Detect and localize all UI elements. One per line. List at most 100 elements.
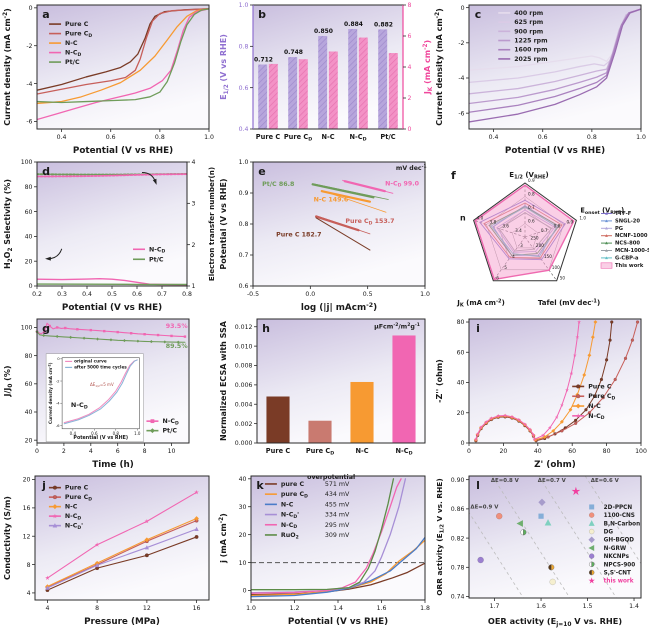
- svg-text:Pure CD: Pure CD: [284, 133, 312, 142]
- svg-text:0.8: 0.8: [528, 192, 535, 197]
- svg-text:3.6: 3.6: [502, 224, 509, 229]
- svg-text:80: 80: [25, 184, 33, 191]
- panel-d-chart: 0.2 0.3 0.4 0.5 0.6 0.7 0.8 0 20 40 60 80 100 1 2 3 4 Pot…: [1, 157, 217, 314]
- svg-text:N-CD: N-CD: [162, 418, 179, 426]
- svg-text:40: 40: [239, 476, 247, 483]
- svg-text:pure C: pure C: [281, 481, 305, 488]
- svg-text:0.6: 0.6: [239, 85, 249, 92]
- svg-text:N-CD: N-CD: [65, 50, 82, 58]
- svg-text:0.5: 0.5: [363, 291, 373, 298]
- svg-text:0.4: 0.4: [70, 431, 77, 436]
- svg-text:DG: DG: [604, 530, 614, 536]
- svg-text:1225 rpm: 1225 rpm: [514, 38, 547, 45]
- svg-text:0.008: 0.008: [235, 363, 253, 370]
- svg-text:4: 4: [408, 64, 412, 71]
- svg-text:JK (mA cm-2): JK (mA cm-2): [456, 299, 505, 309]
- svg-text:SNGL-20: SNGL-20: [615, 218, 640, 224]
- svg-text:0.9: 0.9: [239, 190, 249, 197]
- svg-text:250: 250: [531, 235, 539, 240]
- svg-text:after 5000 time cycles: after 5000 time cycles: [74, 365, 127, 370]
- panel-f-chart: 0.9 0.8 0.7 0.6 1.0 0.9 0.8 0.7 50 100 150 200 250 6 5…: [433, 157, 649, 314]
- svg-text:Pt/C: Pt/C: [65, 59, 80, 66]
- svg-text:ΔE=0.7 V: ΔE=0.7 V: [538, 478, 567, 484]
- svg-text:JK (mA cm-2): JK (mA cm-2): [423, 40, 433, 95]
- svg-text:40: 40: [25, 234, 33, 241]
- svg-text:0.8: 0.8: [182, 291, 192, 298]
- svg-text:Potential (V vs RHE): Potential (V vs RHE): [62, 303, 162, 313]
- svg-text:0: 0: [467, 448, 471, 455]
- svg-text:295 mV: 295 mV: [325, 522, 350, 529]
- svg-text:0.8: 0.8: [587, 134, 597, 141]
- svg-text:G-CBP-a: G-CBP-a: [615, 255, 639, 261]
- svg-text:MCN-1000-S: MCN-1000-S: [615, 248, 649, 254]
- svg-text:N-CD: N-CD: [395, 447, 412, 456]
- svg-text:Conductivity (S/m): Conductivity (S/m): [3, 496, 12, 580]
- svg-text:ΔE=0.8 V: ΔE=0.8 V: [491, 478, 520, 484]
- svg-text:ΔE1/2=5 mV: ΔE1/2=5 mV: [90, 382, 114, 388]
- svg-text:0.712: 0.712: [254, 57, 273, 64]
- svg-text:2D-PPCN: 2D-PPCN: [604, 505, 633, 511]
- svg-text:40: 40: [534, 448, 542, 455]
- svg-text:0: 0: [243, 588, 247, 595]
- svg-text:-4: -4: [458, 75, 464, 82]
- svg-text:n: n: [460, 213, 466, 222]
- svg-text:0: 0: [461, 5, 465, 12]
- svg-text:8: 8: [408, 2, 412, 9]
- svg-text:1.5: 1.5: [583, 603, 593, 610]
- svg-text:-6: -6: [458, 110, 464, 117]
- svg-text:Tafel (mV dec-1): Tafel (mV dec-1): [538, 299, 600, 307]
- svg-text:N-C: N-C: [65, 504, 78, 511]
- svg-text:0: 0: [461, 440, 465, 447]
- svg-text:Potential (V vs RHE): Potential (V vs RHE): [73, 146, 173, 156]
- svg-text:N-C: N-C: [321, 133, 334, 141]
- svg-text:pure CD: pure CD: [281, 491, 308, 499]
- svg-text:ΔE=0.9 V: ΔE=0.9 V: [470, 505, 499, 511]
- svg-text:N-CD: N-CD: [281, 522, 298, 530]
- svg-text:-4: -4: [26, 81, 32, 88]
- svg-text:RuO2: RuO2: [281, 532, 299, 540]
- svg-text:20: 20: [23, 477, 31, 484]
- svg-text:Normalized ECSA with SSA: Normalized ECSA with SSA: [219, 320, 228, 441]
- svg-text:N-CD': N-CD': [281, 512, 299, 520]
- svg-text:0.006: 0.006: [235, 382, 253, 389]
- svg-text:log (|j| mAcm-2): log (|j| mAcm-2): [301, 302, 377, 313]
- svg-text:This work: This work: [615, 263, 644, 269]
- svg-text:60: 60: [25, 381, 33, 388]
- svg-text:8: 8: [27, 562, 31, 569]
- svg-text:1.0: 1.0: [134, 431, 141, 436]
- svg-text:1100-CNS: 1100-CNS: [604, 513, 635, 519]
- svg-text:0.5: 0.5: [107, 291, 117, 298]
- svg-text:Pure CD: Pure CD: [65, 31, 92, 39]
- svg-text:Eonset (VRHE): Eonset (VRHE): [580, 206, 624, 215]
- svg-text:8: 8: [95, 605, 99, 612]
- svg-text:E1/2 (V vs RHE): E1/2 (V vs RHE): [219, 34, 230, 100]
- svg-text:Pure CD: Pure CD: [306, 447, 334, 456]
- svg-text:0: 0: [35, 448, 39, 455]
- panel-l-chart: 1.7 1.6 1.5 1.4 0.74 0.78 0.82 0.86 0.90 OER acti…: [433, 471, 649, 628]
- svg-text:20: 20: [457, 410, 465, 417]
- svg-text:100: 100: [635, 448, 647, 455]
- panel-j-chart: 4 8 12 16 4 8 12 16 20 Pressure (MPa) Conductivity…: [1, 471, 217, 628]
- svg-text:16: 16: [23, 505, 31, 512]
- svg-text:0.002: 0.002: [235, 421, 253, 428]
- svg-text:Z' (ohm): Z' (ohm): [534, 460, 576, 470]
- svg-text:N-CD 99.0: N-CD 99.0: [385, 180, 420, 188]
- svg-text:1.0: 1.0: [246, 605, 256, 612]
- svg-text:b: b: [258, 8, 266, 21]
- svg-text:16: 16: [193, 605, 201, 612]
- svg-text:-4: -4: [56, 401, 60, 406]
- svg-text:0.2: 0.2: [32, 291, 42, 298]
- svg-text:Pure CD 153.7: Pure CD 153.7: [345, 218, 394, 226]
- svg-text:H2O2 Selectivity (%): H2O2 Selectivity (%): [3, 179, 14, 269]
- svg-text:80: 80: [25, 353, 33, 360]
- svg-text:h: h: [262, 322, 270, 335]
- svg-text:ΔE=0.6 V: ΔE=0.6 V: [591, 478, 620, 484]
- svg-text:4: 4: [27, 590, 31, 597]
- svg-text:Pure C: Pure C: [588, 383, 612, 390]
- svg-text:4: 4: [89, 448, 93, 455]
- panel-h-chart: Pure C Pure CD N-C N-CD 0.000 0.002 0.004 0.006…: [217, 314, 433, 471]
- svg-text:455 mV: 455 mV: [325, 501, 350, 508]
- svg-text:N-C: N-C: [355, 447, 368, 455]
- svg-text:N-CD: N-CD: [349, 133, 366, 142]
- svg-text:N-C: N-C: [588, 403, 601, 410]
